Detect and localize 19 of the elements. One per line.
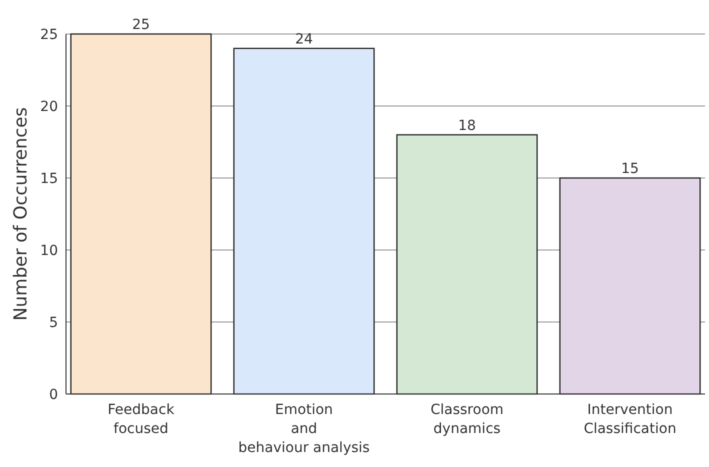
y-tick-label: 15 bbox=[40, 170, 58, 187]
y-tick-label: 25 bbox=[40, 26, 58, 43]
data-label: 15 bbox=[621, 161, 639, 177]
bar bbox=[396, 134, 538, 395]
data-label: 18 bbox=[458, 118, 476, 134]
x-tick-label: Emotion and behaviour analysis bbox=[238, 402, 370, 456]
data-label: 25 bbox=[132, 17, 150, 33]
y-tick-label: 20 bbox=[40, 98, 58, 115]
x-tick-label: Intervention Classification bbox=[584, 402, 676, 437]
x-tick-label: Feedback focused bbox=[108, 402, 176, 437]
bar bbox=[70, 33, 212, 395]
x-tick-label: Classroom dynamics bbox=[430, 402, 504, 437]
y-axis-title: Number of Occurrences bbox=[10, 107, 32, 321]
y-tick-label: 5 bbox=[49, 314, 58, 331]
y-tick-label: 0 bbox=[49, 386, 58, 403]
data-label: 24 bbox=[295, 31, 313, 48]
bar bbox=[559, 177, 701, 395]
bar bbox=[233, 48, 375, 395]
y-tick-label: 10 bbox=[40, 242, 58, 259]
